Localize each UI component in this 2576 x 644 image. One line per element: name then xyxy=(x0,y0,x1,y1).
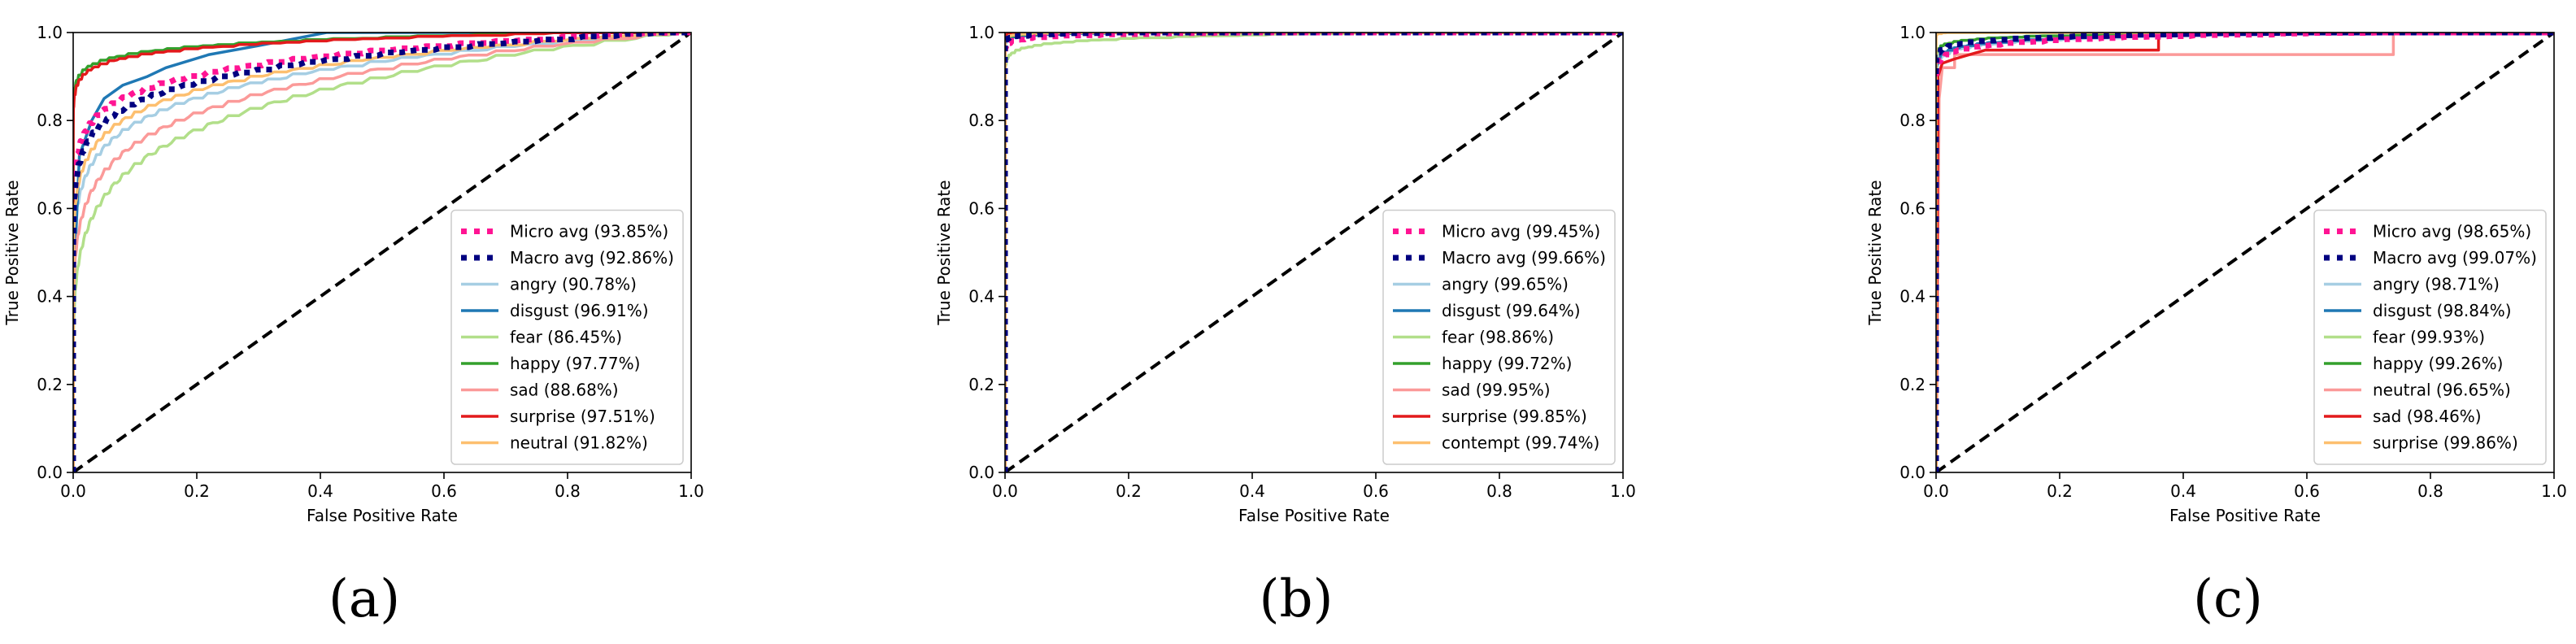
legend: Micro avg (93.85%) Macro avg (92.86%) angr… xyxy=(450,209,684,465)
x-axis-label: False Positive Rate xyxy=(1238,506,1390,525)
panel-label: (b) xyxy=(1260,569,1334,629)
legend-box xyxy=(450,209,684,465)
legend-label: fear (86.45%) xyxy=(510,328,622,347)
series-line-neutral xyxy=(1936,33,2554,472)
legend-label: angry (98.71%) xyxy=(2373,275,2500,294)
x-tick-label: 0.8 xyxy=(555,481,581,501)
chance-line xyxy=(1005,33,1623,472)
y-tick-label: 0.8 xyxy=(1899,111,1925,130)
legend-label: sad (99.95%) xyxy=(1442,381,1551,400)
y-axis-label: True Positive Rate xyxy=(934,180,954,325)
legend-label: disgust (98.84%) xyxy=(2373,301,2512,320)
x-tick-label: 1.0 xyxy=(2541,481,2567,501)
series-line-micro-avg xyxy=(73,33,691,472)
plot-area xyxy=(73,33,691,472)
y-axis-label: True Positive Rate xyxy=(1865,180,1885,325)
y-tick-label: 0.0 xyxy=(1899,463,1925,482)
legend-label: sad (98.46%) xyxy=(2373,407,2482,426)
x-tick-label: 0.6 xyxy=(431,481,457,501)
legend-label: angry (99.65%) xyxy=(1442,275,1569,294)
legend-label: sad (88.68%) xyxy=(510,381,619,400)
x-tick-label: 1.0 xyxy=(1610,481,1636,501)
x-tick-label: 0.0 xyxy=(60,481,86,501)
axes-frame xyxy=(1935,32,2555,473)
legend-label: Micro avg (93.85%) xyxy=(510,222,668,242)
x-tick-label: 0.0 xyxy=(992,481,1018,501)
y-tick-label: 0.6 xyxy=(1899,198,1925,218)
legend-label: contempt (99.74%) xyxy=(1442,433,1599,453)
x-tick-label: 0.8 xyxy=(2417,481,2443,501)
y-tick-label: 0.0 xyxy=(968,463,994,482)
legend-label: angry (90.78%) xyxy=(510,275,637,294)
y-tick-label: 0.2 xyxy=(968,375,994,394)
series-line-neutral xyxy=(73,33,691,472)
legend-label: Micro avg (98.65%) xyxy=(2373,222,2531,242)
legend-label: fear (98.86%) xyxy=(1442,328,1554,347)
legend-label: surprise (99.85%) xyxy=(1442,407,1587,426)
x-tick-label: 0.4 xyxy=(2170,481,2196,501)
x-tick-label: 0.2 xyxy=(1116,481,1142,501)
y-axis-label: True Positive Rate xyxy=(2,180,22,325)
series-line-fear xyxy=(73,33,691,472)
y-tick-label: 1.0 xyxy=(37,23,63,42)
legend-label: surprise (99.86%) xyxy=(2373,433,2518,453)
x-tick-label: 0.2 xyxy=(2047,481,2073,501)
legend-label: fear (99.93%) xyxy=(2373,328,2485,347)
x-tick-label: 0.8 xyxy=(1486,481,1512,501)
x-axis-label: False Positive Rate xyxy=(2169,506,2321,525)
series-line-surprise xyxy=(73,33,691,472)
legend-label: happy (99.26%) xyxy=(2373,354,2503,373)
y-tick-label: 0.2 xyxy=(1899,375,1925,394)
axes-frame xyxy=(1004,32,1624,473)
x-tick-label: 0.6 xyxy=(2294,481,2320,501)
chance-line xyxy=(73,33,691,472)
legend-label: Macro avg (92.86%) xyxy=(510,248,674,268)
panel-label: (c) xyxy=(2193,569,2263,629)
roc-panel-2: 0.0 0.2 0.4 0.6 0.8 1.0 0.0 0.2 0.4 0.6 0.8 1.0 Fals… xyxy=(1865,23,2567,629)
axes-frame xyxy=(72,32,692,473)
legend: Micro avg (98.65%) Macro avg (99.07%) angr… xyxy=(2313,209,2547,465)
series-line-macro-avg xyxy=(1005,33,1623,472)
legend-label: surprise (97.51%) xyxy=(510,407,655,426)
x-tick-label: 1.0 xyxy=(678,481,704,501)
series-line-fear xyxy=(1005,33,1623,472)
legend-label: Macro avg (99.66%) xyxy=(1442,248,1606,268)
series-line-sad xyxy=(73,33,691,472)
legend-label: disgust (99.64%) xyxy=(1442,301,1581,320)
legend-label: disgust (96.91%) xyxy=(510,301,649,320)
legend-box xyxy=(2313,209,2547,465)
x-tick-label: 0.0 xyxy=(1923,481,1949,501)
x-tick-label: 0.6 xyxy=(1363,481,1389,501)
y-tick-label: 0.2 xyxy=(37,375,63,394)
y-tick-label: 1.0 xyxy=(968,23,994,42)
series-line-macro-avg xyxy=(1936,33,2554,472)
legend-label: neutral (91.82%) xyxy=(510,433,648,453)
y-tick-label: 0.4 xyxy=(1899,287,1925,307)
y-tick-label: 0.0 xyxy=(37,463,63,482)
series-line-angry xyxy=(73,33,691,472)
y-tick-label: 0.4 xyxy=(968,287,994,307)
legend-label: happy (97.77%) xyxy=(510,354,640,373)
x-tick-label: 0.2 xyxy=(184,481,210,501)
roc-panel-0: 0.0 0.2 0.4 0.6 0.8 1.0 0.0 0.2 0.4 0.6 0.8 1.0 Fals… xyxy=(2,23,704,629)
legend-label: neutral (96.65%) xyxy=(2373,381,2511,400)
x-tick-label: 0.4 xyxy=(1239,481,1265,501)
y-tick-label: 0.8 xyxy=(37,111,63,130)
y-tick-label: 0.6 xyxy=(37,198,63,218)
y-tick-label: 0.6 xyxy=(968,198,994,218)
legend-box xyxy=(1382,209,1616,465)
y-tick-label: 0.4 xyxy=(37,287,63,307)
x-tick-label: 0.4 xyxy=(307,481,333,501)
legend-label: happy (99.72%) xyxy=(1442,354,1572,373)
x-axis-label: False Positive Rate xyxy=(307,506,458,525)
roc-panel-1: 0.0 0.2 0.4 0.6 0.8 1.0 0.0 0.2 0.4 0.6 0.8 1.0 Fals… xyxy=(934,23,1636,629)
y-tick-label: 1.0 xyxy=(1899,23,1925,42)
legend-label: Micro avg (99.45%) xyxy=(1442,222,1600,242)
chance-line xyxy=(1936,33,2554,472)
legend: Micro avg (99.45%) Macro avg (99.66%) angr… xyxy=(1382,209,1616,465)
panel-label: (a) xyxy=(329,569,400,629)
y-tick-label: 0.8 xyxy=(968,111,994,130)
legend-label: Macro avg (99.07%) xyxy=(2373,248,2537,268)
